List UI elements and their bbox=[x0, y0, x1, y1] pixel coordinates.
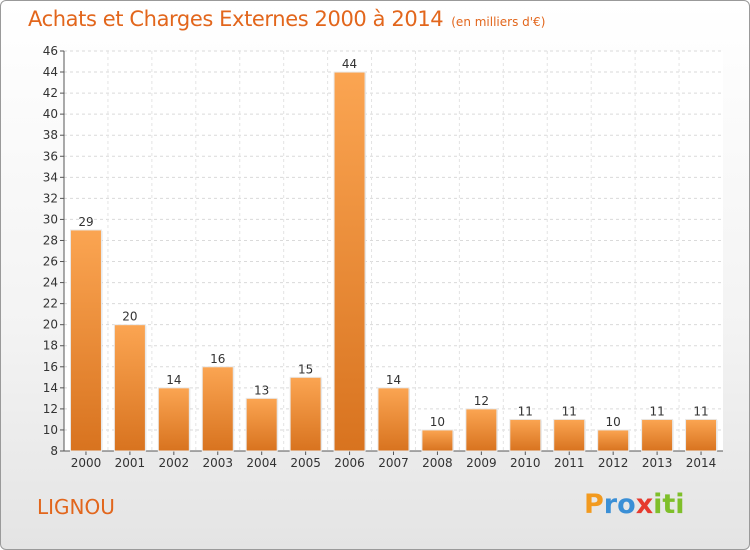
logo-letter: t bbox=[662, 489, 676, 520]
x-tick-label: 2006 bbox=[334, 456, 365, 470]
bar-value-label: 20 bbox=[122, 310, 137, 324]
y-tick-label: 20 bbox=[43, 318, 58, 332]
logo-letter: r bbox=[603, 489, 618, 520]
bar-value-label: 11 bbox=[693, 404, 708, 418]
y-tick-label: 40 bbox=[43, 107, 58, 121]
bar-value-label: 29 bbox=[78, 215, 93, 229]
logo-letter: i bbox=[653, 489, 663, 520]
y-tick-label: 38 bbox=[43, 128, 58, 142]
bar-2009 bbox=[465, 408, 498, 452]
proxiti-logo: Proxiti bbox=[584, 489, 685, 520]
bar-2002 bbox=[157, 387, 190, 452]
bar-2013 bbox=[641, 418, 674, 452]
x-tick-label: 2001 bbox=[115, 456, 146, 470]
bar-value-label: 11 bbox=[518, 404, 533, 418]
bar-2011 bbox=[553, 418, 586, 452]
logo-letter: i bbox=[675, 489, 685, 520]
y-tick-label: 10 bbox=[43, 423, 58, 437]
x-tick-label: 2014 bbox=[686, 456, 717, 470]
chart-title: Achats et Charges Externes 2000 à 2014 bbox=[28, 7, 444, 31]
y-tick-label: 30 bbox=[43, 212, 58, 226]
x-tick-label: 2009 bbox=[466, 456, 497, 470]
x-tick-label: 2000 bbox=[71, 456, 102, 470]
logo-letter: P bbox=[584, 489, 604, 520]
bar-2007 bbox=[377, 387, 410, 452]
y-tick-label: 8 bbox=[50, 444, 58, 458]
y-tick-label: 28 bbox=[43, 233, 58, 247]
logo-letter: x bbox=[635, 489, 654, 520]
bar-2003 bbox=[201, 366, 234, 452]
labels: 8 10 12 14 16 18 20 22 24 26 28 30 32 34 36 38 40 42 44 46 2… bbox=[43, 44, 717, 470]
bar-value-label: 10 bbox=[430, 415, 445, 429]
y-tick-label: 36 bbox=[43, 149, 58, 163]
y-tick-label: 12 bbox=[43, 402, 58, 416]
plot-area bbox=[64, 51, 723, 451]
bar-value-label: 14 bbox=[166, 373, 181, 387]
bars bbox=[69, 71, 718, 452]
x-tick-label: 2004 bbox=[246, 456, 277, 470]
chart-subtitle: (en milliers d'€) bbox=[451, 15, 546, 29]
bar-value-label: 12 bbox=[474, 394, 489, 408]
bar-2004 bbox=[245, 397, 278, 452]
y-tick-label: 34 bbox=[43, 170, 58, 184]
y-tick-label: 14 bbox=[43, 381, 58, 395]
logo-letter: o bbox=[617, 489, 636, 520]
bar-value-label: 44 bbox=[342, 57, 357, 71]
chart-title-row: Achats et Charges Externes 2000 à 2014 (e… bbox=[28, 7, 545, 31]
y-tick-label: 26 bbox=[43, 255, 58, 269]
x-tick-label: 2011 bbox=[554, 456, 585, 470]
bar-2008 bbox=[421, 429, 454, 452]
x-tick-label: 2007 bbox=[378, 456, 409, 470]
bar-value-label: 14 bbox=[386, 373, 401, 387]
x-tick-label: 2013 bbox=[642, 456, 673, 470]
bar-2010 bbox=[509, 418, 542, 452]
bar-value-label: 13 bbox=[254, 383, 269, 397]
bar-value-label: 10 bbox=[606, 415, 621, 429]
grid-lines bbox=[64, 50, 723, 452]
y-tick-label: 24 bbox=[43, 276, 58, 290]
y-tick-label: 22 bbox=[43, 297, 58, 311]
x-tick-label: 2012 bbox=[598, 456, 629, 470]
bar-value-label: 11 bbox=[562, 404, 577, 418]
commune-name: LIGNOU bbox=[37, 495, 115, 519]
bar-2000 bbox=[69, 229, 102, 452]
x-tick-label: 2003 bbox=[202, 456, 233, 470]
y-tick-label: 16 bbox=[43, 360, 58, 374]
bar-2012 bbox=[597, 429, 630, 452]
y-tick-label: 44 bbox=[43, 65, 58, 79]
x-tick-label: 2005 bbox=[290, 456, 321, 470]
bar-value-label: 16 bbox=[210, 352, 225, 366]
bar-value-label: 11 bbox=[649, 404, 664, 418]
bar-value-label: 15 bbox=[298, 362, 313, 376]
y-tick-label: 18 bbox=[43, 339, 58, 353]
y-tick-label: 46 bbox=[43, 44, 58, 58]
y-tick-label: 42 bbox=[43, 86, 58, 100]
x-tick-label: 2002 bbox=[159, 456, 190, 470]
x-tick-label: 2010 bbox=[510, 456, 541, 470]
bar-2006 bbox=[333, 71, 366, 452]
bar-2014 bbox=[685, 418, 718, 452]
bar-2001 bbox=[113, 324, 146, 452]
y-tick-label: 32 bbox=[43, 191, 58, 205]
bar-2005 bbox=[289, 376, 322, 452]
x-tick-label: 2008 bbox=[422, 456, 453, 470]
